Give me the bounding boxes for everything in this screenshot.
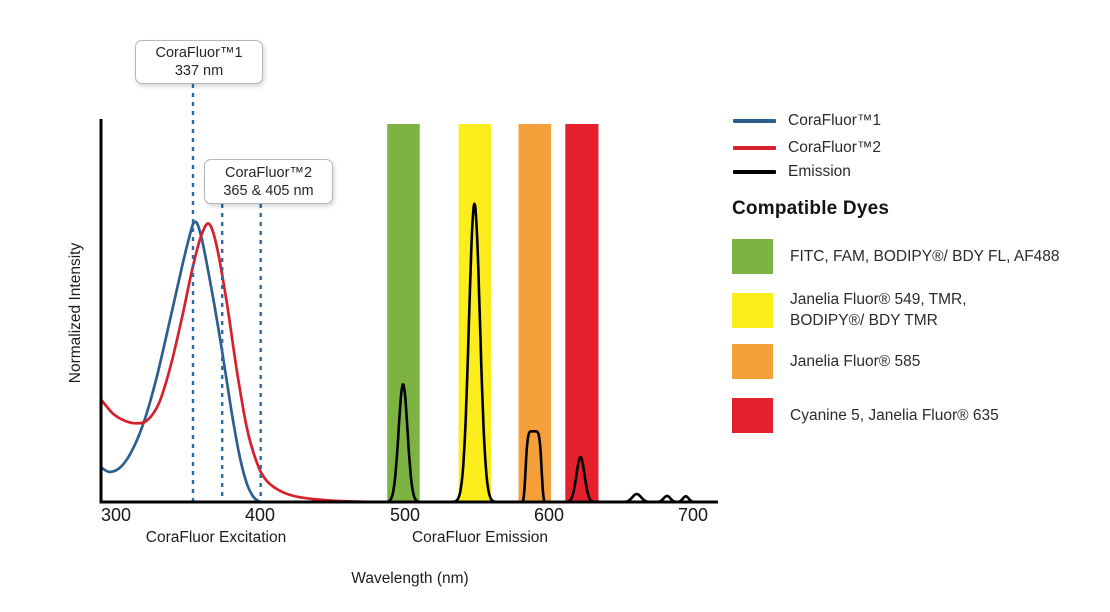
excitation-curve-0: [100, 220, 262, 504]
x-tick-label-600: 600: [533, 505, 565, 525]
y-axis-label: Normalized Intensity: [67, 242, 84, 384]
filter-band-2: [518, 124, 551, 502]
axes: [99, 119, 718, 504]
x-tick-label-500: 500: [389, 505, 421, 525]
callout-corafluor2-title: CoraFluor™2: [224, 164, 313, 181]
callout-corafluor1: CoraFluor™1 337 nm: [135, 40, 263, 84]
x-axis-label: Wavelength (nm): [351, 570, 469, 587]
excitation-curve-1: [100, 222, 375, 504]
callout-corafluor2-wavelength: 365 & 405 nm: [223, 182, 314, 199]
excitation-region-label: CoraFluor Excitation: [145, 529, 287, 546]
callout-corafluor2: CoraFluor™2 365 & 405 nm: [204, 159, 333, 204]
filter-band-3: [565, 124, 599, 502]
callout-corafluor1-wavelength: 337 nm: [174, 63, 224, 79]
x-tick-label-400: 400: [244, 505, 276, 525]
x-tick-label-300: 300: [100, 505, 132, 525]
emission-region-label: CoraFluor Emission: [411, 529, 549, 546]
filter-band-0: [387, 124, 420, 502]
x-tick-label-700: 700: [677, 505, 709, 525]
callout-corafluor1-title: CoraFluor™1: [155, 45, 243, 61]
